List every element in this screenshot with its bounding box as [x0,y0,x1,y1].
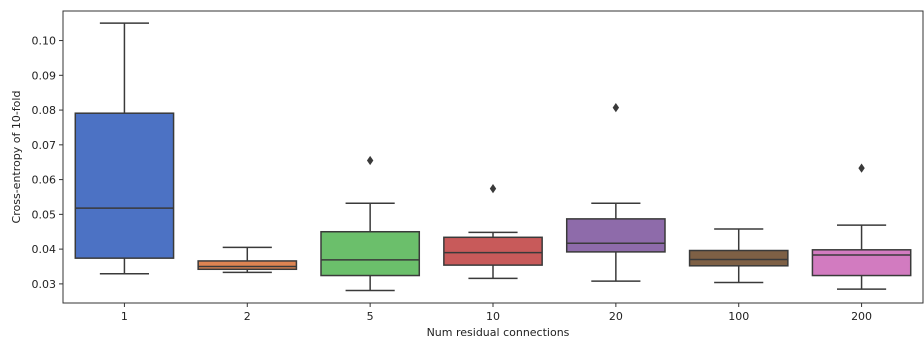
x-tick-label: 2 [244,310,251,323]
box-1 [74,112,175,259]
plot-area [62,10,924,304]
box-200 [811,249,912,277]
x-tick-label: 1 [121,310,128,323]
x-tick-label: 200 [851,310,872,323]
box-20 [565,218,666,253]
y-tick-label: 0.09 [32,69,57,82]
box-5 [320,230,421,277]
box-group-200 [811,163,912,290]
y-tick-label: 0.06 [32,174,57,187]
y-tick-label: 0.07 [32,139,57,152]
box-group-10 [443,184,543,280]
y-axis-label: Cross-entropy of 10-fold [10,91,23,224]
x-tick-label: 5 [367,310,374,323]
y-tick-label: 0.10 [32,35,57,48]
box-100 [688,249,789,267]
box-group-100 [688,228,789,284]
y-tick-label: 0.08 [32,104,57,117]
x-axis: 1 2 5 10 20 100 200 [121,303,872,323]
x-tick-label: 100 [728,310,749,323]
outlier-point [489,184,497,194]
box-2 [197,260,298,271]
y-tick-label: 0.05 [32,208,57,221]
y-tick-label: 0.04 [32,243,57,256]
y-axis: 0.03 0.04 0.05 0.06 0.07 0.08 0.09 0.10 [32,35,63,291]
box-group-2 [197,246,298,274]
outlier-point [366,155,374,166]
outlier-point [858,163,865,173]
x-tick-label: 10 [486,310,500,323]
outlier-point [612,103,620,113]
x-tick-label: 20 [609,310,623,323]
y-tick-label: 0.03 [32,278,57,291]
box-10 [443,236,543,266]
x-axis-label: Num residual connections [427,326,570,339]
box-group-1 [74,22,175,275]
box-group-5 [320,155,421,292]
box-group-20 [565,103,666,282]
